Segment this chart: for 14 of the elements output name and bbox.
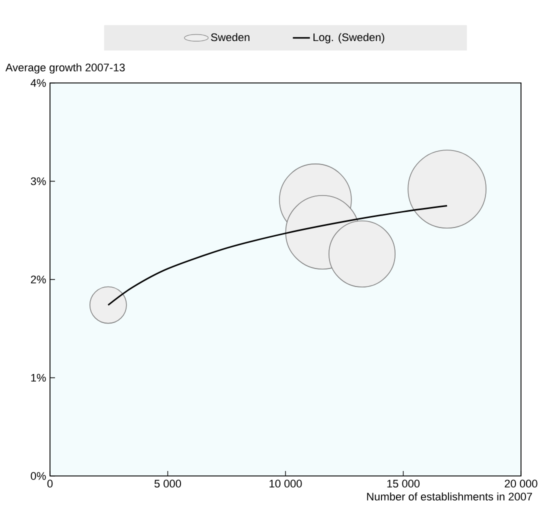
x-tick-label: 0 bbox=[47, 480, 53, 488]
legend-label: Log. (Sweden) bbox=[314, 33, 384, 44]
x-tick-label: 10 000 bbox=[270, 480, 302, 488]
x-tick-label: 20 000 bbox=[504, 480, 538, 488]
x-axis-title: Number of establishments in 2007 bbox=[367, 492, 532, 500]
y-tick-label: 1% bbox=[31, 374, 46, 382]
x-tick-label: 5 000 bbox=[154, 480, 182, 488]
legend-label: Sweden bbox=[211, 33, 250, 42]
y-tick-label: 0% bbox=[30, 472, 46, 480]
y-tick-label: 3% bbox=[30, 177, 46, 186]
y-tick-label: 2% bbox=[30, 276, 46, 284]
y-tick-label: 4% bbox=[30, 79, 46, 87]
y-axis-title: Average growth 2007-13 bbox=[5, 63, 125, 74]
x-tick-label: 15 000 bbox=[387, 480, 420, 488]
